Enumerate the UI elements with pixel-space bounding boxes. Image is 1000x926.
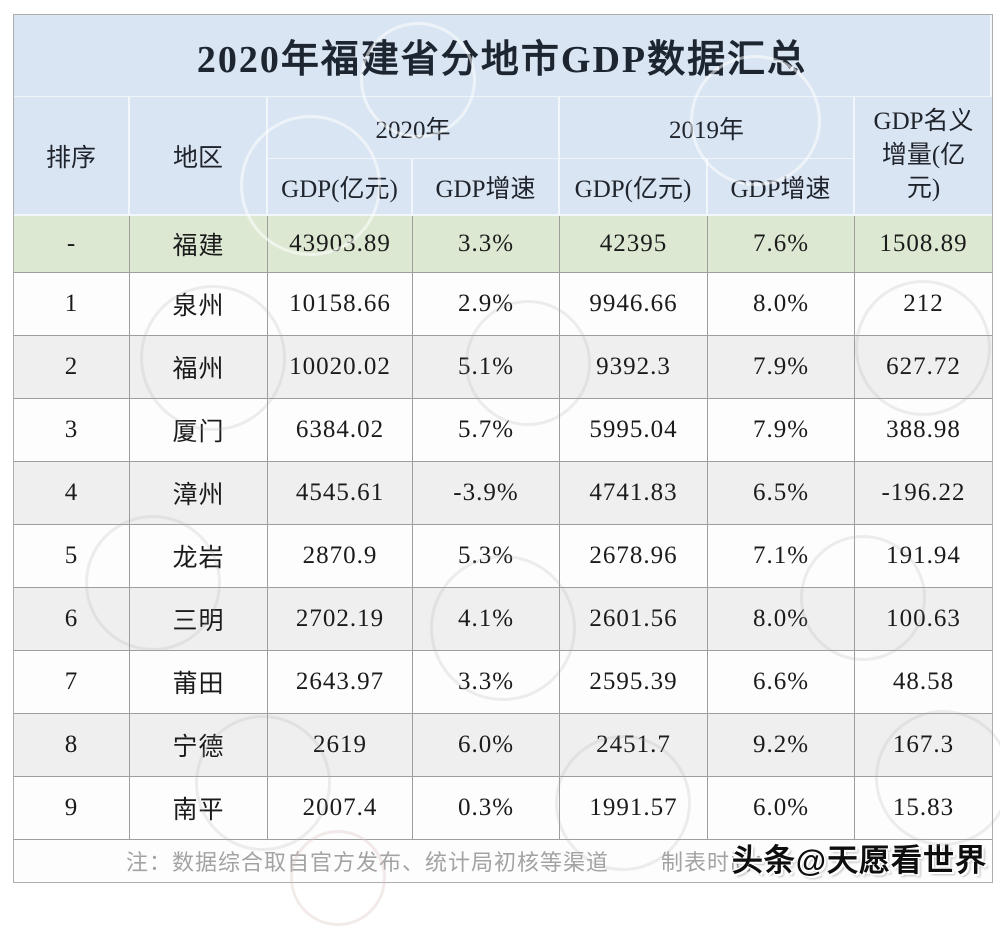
cell-rank: 7 bbox=[14, 651, 130, 714]
cell-growth-2020: 5.7% bbox=[413, 399, 560, 462]
cell-nominal: 48.58 bbox=[855, 651, 993, 714]
cell-gdp-2020: 2619 bbox=[268, 714, 413, 777]
cell-growth-2020: 5.1% bbox=[413, 336, 560, 399]
cell-nominal: 388.98 bbox=[855, 399, 993, 462]
cell-nominal: 15.83 bbox=[855, 777, 993, 840]
cell-growth-2019: 8.0% bbox=[708, 588, 855, 651]
footer-note: 注：数据综合取自官方发布、统计局初核等渠道 bbox=[126, 850, 610, 875]
cell-gdp-2019: 2601.56 bbox=[560, 588, 708, 651]
cell-gdp-2020: 4545.61 bbox=[268, 462, 413, 525]
cell-growth-2020: 6.0% bbox=[413, 714, 560, 777]
table-row: 3 厦门 6384.02 5.7% 5995.04 7.9% 388.98 bbox=[14, 399, 993, 462]
header-year-2020: 2020年 bbox=[268, 97, 560, 159]
table-row-province: - 福建 43903.89 3.3% 42395 7.6% 1508.89 bbox=[14, 216, 993, 273]
title-row: 2020年福建省分地市GDP数据汇总 bbox=[14, 15, 993, 97]
cell-growth-2019: 6.0% bbox=[708, 777, 855, 840]
cell-gdp-2020: 10158.66 bbox=[268, 273, 413, 336]
cell-gdp-2020: 43903.89 bbox=[268, 216, 413, 273]
cell-region: 南平 bbox=[130, 777, 268, 840]
cell-gdp-2019: 9946.66 bbox=[560, 273, 708, 336]
cell-region: 福州 bbox=[130, 336, 268, 399]
cell-growth-2019: 8.0% bbox=[708, 273, 855, 336]
cell-rank: 1 bbox=[14, 273, 130, 336]
table-row: 4 漳州 4545.61 -3.9% 4741.83 6.5% -196.22 bbox=[14, 462, 993, 525]
cell-region: 莆田 bbox=[130, 651, 268, 714]
cell-growth-2019: 9.2% bbox=[708, 714, 855, 777]
cell-region: 龙岩 bbox=[130, 525, 268, 588]
cell-rank: 3 bbox=[14, 399, 130, 462]
footer-row: 注：数据综合取自官方发布、统计局初核等渠道 制表时间： 头条@天愿看世界 bbox=[14, 840, 993, 882]
cell-nominal: 167.3 bbox=[855, 714, 993, 777]
table-row: 6 三明 2702.19 4.1% 2601.56 8.0% 100.63 bbox=[14, 588, 993, 651]
cell-nominal: 212 bbox=[855, 273, 993, 336]
gdp-table: 2020年福建省分地市GDP数据汇总 排序 地区 2020年 2019年 GDP… bbox=[13, 14, 994, 883]
cell-gdp-2019: 1991.57 bbox=[560, 777, 708, 840]
table-row: 5 龙岩 2870.9 5.3% 2678.96 7.1% 191.94 bbox=[14, 525, 993, 588]
cell-rank: - bbox=[14, 216, 130, 273]
cell-rank: 5 bbox=[14, 525, 130, 588]
cell-growth-2019: 6.5% bbox=[708, 462, 855, 525]
table-row: 9 南平 2007.4 0.3% 1991.57 6.0% 15.83 bbox=[14, 777, 993, 840]
watermark-text: 头条@天愿看世界 bbox=[731, 843, 988, 878]
cell-nominal: 100.63 bbox=[855, 588, 993, 651]
cell-gdp-2019: 2595.39 bbox=[560, 651, 708, 714]
cell-rank: 9 bbox=[14, 777, 130, 840]
cell-region: 福建 bbox=[130, 216, 268, 273]
cell-gdp-2019: 9392.3 bbox=[560, 336, 708, 399]
cell-region: 泉州 bbox=[130, 273, 268, 336]
cell-growth-2019: 6.6% bbox=[708, 651, 855, 714]
made-time-label: 制表时间： bbox=[661, 850, 777, 875]
header-nominal-increase: GDP名义增量(亿元) bbox=[855, 97, 993, 216]
cell-rank: 4 bbox=[14, 462, 130, 525]
cell-rank: 8 bbox=[14, 714, 130, 777]
cell-nominal: 1508.89 bbox=[855, 216, 993, 273]
header-growth-2020: GDP增速 bbox=[413, 159, 560, 216]
cell-region: 宁德 bbox=[130, 714, 268, 777]
cell-gdp-2019: 42395 bbox=[560, 216, 708, 273]
cell-gdp-2019: 5995.04 bbox=[560, 399, 708, 462]
cell-nominal: -196.22 bbox=[855, 462, 993, 525]
table-image: 2020年福建省分地市GDP数据汇总 排序 地区 2020年 2019年 GDP… bbox=[13, 14, 1000, 926]
header-sub-row: GDP(亿元) GDP增速 GDP(亿元) GDP增速 bbox=[14, 159, 992, 216]
cell-gdp-2020: 2643.97 bbox=[268, 651, 413, 714]
header-region: 地区 bbox=[130, 97, 268, 216]
table-row: 7 莆田 2643.97 3.3% 2595.39 6.6% 48.58 bbox=[14, 651, 993, 714]
cell-region: 三明 bbox=[130, 588, 268, 651]
cell-growth-2019: 7.9% bbox=[708, 399, 855, 462]
header-year-2019: 2019年 bbox=[560, 97, 855, 159]
cell-growth-2019: 7.1% bbox=[708, 525, 855, 588]
cell-rank: 2 bbox=[14, 336, 130, 399]
cell-rank: 6 bbox=[14, 588, 130, 651]
cell-gdp-2020: 2870.9 bbox=[268, 525, 413, 588]
cell-gdp-2019: 2451.7 bbox=[560, 714, 708, 777]
cell-growth-2019: 7.9% bbox=[708, 336, 855, 399]
cell-growth-2020: 0.3% bbox=[413, 777, 560, 840]
cell-growth-2019: 7.6% bbox=[708, 216, 855, 273]
cell-growth-2020: 3.3% bbox=[413, 651, 560, 714]
cell-growth-2020: 3.3% bbox=[413, 216, 560, 273]
table-row: 8 宁德 2619 6.0% 2451.7 9.2% 167.3 bbox=[14, 714, 993, 777]
cell-gdp-2020: 2702.19 bbox=[268, 588, 413, 651]
header-gdp-2020: GDP(亿元) bbox=[268, 159, 413, 216]
table-title: 2020年福建省分地市GDP数据汇总 bbox=[14, 15, 993, 97]
cell-gdp-2019: 4741.83 bbox=[560, 462, 708, 525]
header-group-row: 排序 地区 2020年 2019年 GDP名义增量(亿元) bbox=[14, 97, 993, 216]
header-gdp-2019: GDP(亿元) bbox=[560, 159, 708, 216]
cell-region: 漳州 bbox=[130, 462, 268, 525]
cell-growth-2020: 5.3% bbox=[413, 525, 560, 588]
table-row: 1 泉州 10158.66 2.9% 9946.66 8.0% 212 bbox=[14, 273, 993, 336]
header-rank: 排序 bbox=[14, 97, 130, 216]
table-row: 2 福州 10020.02 5.1% 9392.3 7.9% 627.72 bbox=[14, 336, 993, 399]
cell-gdp-2019: 2678.96 bbox=[560, 525, 708, 588]
cell-nominal: 191.94 bbox=[855, 525, 993, 588]
cell-region: 厦门 bbox=[130, 399, 268, 462]
cell-gdp-2020: 2007.4 bbox=[268, 777, 413, 840]
cell-growth-2020: 4.1% bbox=[413, 588, 560, 651]
cell-growth-2020: 2.9% bbox=[413, 273, 560, 336]
header-growth-2019: GDP增速 bbox=[708, 159, 855, 216]
cell-gdp-2020: 10020.02 bbox=[268, 336, 413, 399]
cell-nominal: 627.72 bbox=[855, 336, 993, 399]
cell-gdp-2020: 6384.02 bbox=[268, 399, 413, 462]
cell-growth-2020: -3.9% bbox=[413, 462, 560, 525]
